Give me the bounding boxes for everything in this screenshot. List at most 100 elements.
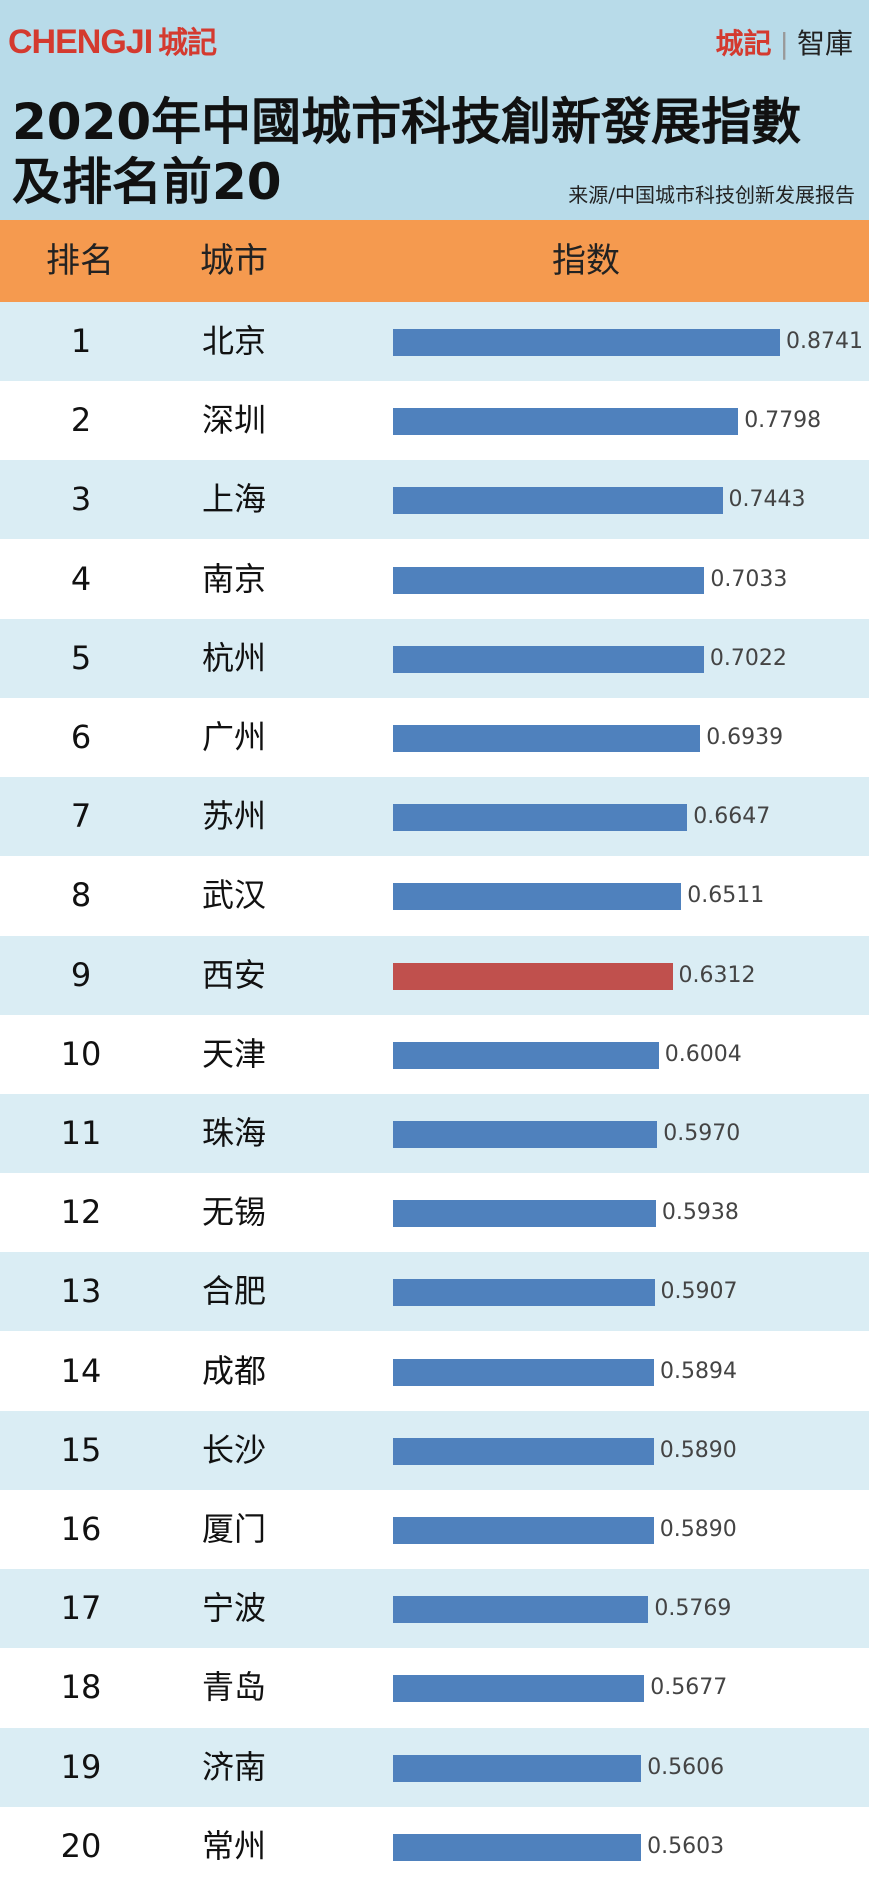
brand-right-red: 城記 bbox=[715, 27, 772, 60]
rank-cell: 5 bbox=[70, 638, 92, 677]
index-bar bbox=[393, 1358, 654, 1386]
column-header: 排名 城市 指数 bbox=[0, 220, 869, 302]
rank-cell: 2 bbox=[70, 401, 92, 440]
table-row: 17 宁波 0.5769 bbox=[0, 1569, 869, 1649]
index-bar bbox=[393, 1596, 649, 1624]
header: CHENGJI 城記 城記 | 智庫 2020年中國城市科技創新發展指數 及排名前20… bbox=[0, 0, 869, 220]
table-row: 7 苏州 0.6647 bbox=[0, 777, 869, 857]
brand-logo-left: CHENGJI 城記 bbox=[8, 22, 217, 62]
table-row: 11 珠海 0.5970 bbox=[0, 1094, 869, 1173]
rank-cell: 9 bbox=[70, 955, 92, 994]
index-bar bbox=[393, 1121, 658, 1148]
city-cell: 杭州 bbox=[202, 638, 267, 677]
rank-cell: 16 bbox=[60, 1510, 102, 1548]
index-bar bbox=[393, 883, 682, 911]
column-header-index: 指数 bbox=[552, 241, 620, 281]
city-cell: 北京 bbox=[202, 322, 267, 360]
table-row: 20 常州 0.5603 bbox=[0, 1807, 869, 1886]
page-title-line2: 及排名前20 bbox=[12, 153, 282, 211]
rank-cell: 4 bbox=[70, 559, 92, 598]
value-label: 0.8741 bbox=[786, 329, 863, 354]
value-label: 0.6511 bbox=[687, 883, 765, 909]
index-bar bbox=[393, 1437, 654, 1465]
rank-cell: 3 bbox=[70, 480, 92, 519]
city-cell: 珠海 bbox=[202, 1114, 267, 1152]
value-label: 0.5907 bbox=[660, 1279, 738, 1305]
table-row: 8 武汉 0.6511 bbox=[0, 856, 869, 935]
city-cell: 西安 bbox=[202, 955, 267, 994]
table-row: 2 深圳 0.7798 bbox=[0, 381, 869, 460]
source-note: 来源/中国城市科技创新发展报告 bbox=[568, 183, 855, 207]
rank-cell: 17 bbox=[60, 1589, 102, 1628]
table-row: 4 南京 0.7033 bbox=[0, 540, 869, 619]
city-cell: 天津 bbox=[202, 1034, 267, 1073]
index-bar bbox=[393, 1833, 642, 1861]
rank-cell: 14 bbox=[60, 1351, 102, 1390]
value-label: 0.5938 bbox=[661, 1200, 739, 1226]
value-label: 0.7798 bbox=[744, 408, 822, 434]
city-cell: 苏州 bbox=[202, 797, 267, 836]
city-cell: 上海 bbox=[202, 480, 267, 519]
value-label: 0.7033 bbox=[710, 566, 788, 592]
table-row: 3 上海 0.7443 bbox=[0, 460, 869, 540]
column-header-rank: 排名 bbox=[46, 241, 114, 281]
table-row: 15 长沙 0.5890 bbox=[0, 1410, 869, 1490]
brand-logo-en: CHENGJI bbox=[8, 23, 153, 61]
table-row: 19 济南 0.5606 bbox=[0, 1727, 869, 1807]
rank-cell: 18 bbox=[60, 1668, 102, 1707]
index-bar bbox=[393, 1041, 659, 1069]
table-row: 12 无锡 0.5938 bbox=[0, 1173, 869, 1252]
index-bar bbox=[393, 1754, 642, 1782]
rank-cell: 10 bbox=[60, 1034, 102, 1073]
rank-cell: 13 bbox=[60, 1272, 102, 1311]
column-header-city: 城市 bbox=[200, 241, 268, 281]
city-cell: 合肥 bbox=[202, 1272, 267, 1311]
city-cell: 广州 bbox=[202, 718, 267, 756]
index-bar bbox=[393, 725, 701, 752]
city-cell: 厦门 bbox=[202, 1510, 267, 1548]
rank-cell: 19 bbox=[60, 1747, 102, 1786]
value-label: 0.6647 bbox=[693, 804, 771, 830]
table-row: 5 杭州 0.7022 bbox=[0, 618, 869, 698]
value-label: 0.5606 bbox=[647, 1754, 725, 1780]
city-cell: 南京 bbox=[202, 559, 267, 598]
index-bar bbox=[393, 1279, 655, 1307]
value-label: 0.5894 bbox=[660, 1358, 737, 1384]
city-cell: 无锡 bbox=[202, 1193, 267, 1232]
table-row: 14 成都 0.5894 bbox=[0, 1332, 869, 1411]
value-label: 0.6312 bbox=[678, 962, 756, 988]
brand-right-separator: | bbox=[779, 27, 789, 60]
table-row: 6 广州 0.6939 bbox=[0, 698, 869, 777]
index-bar bbox=[393, 329, 780, 356]
rank-cell: 12 bbox=[60, 1193, 102, 1232]
index-bar bbox=[393, 645, 704, 673]
rank-cell: 11 bbox=[60, 1114, 102, 1152]
brand-logo-right: 城記 | 智庫 bbox=[716, 24, 853, 64]
index-bar bbox=[393, 1517, 654, 1544]
value-label: 0.5890 bbox=[659, 1437, 737, 1463]
index-bar bbox=[393, 408, 739, 436]
value-label: 0.5603 bbox=[647, 1833, 725, 1859]
index-bar bbox=[393, 487, 723, 515]
city-cell: 青岛 bbox=[202, 1668, 267, 1707]
city-cell: 宁波 bbox=[202, 1589, 267, 1628]
value-label: 0.7022 bbox=[709, 645, 787, 671]
city-cell: 武汉 bbox=[202, 876, 267, 915]
rank-cell: 6 bbox=[70, 718, 92, 756]
value-label: 0.5677 bbox=[650, 1675, 728, 1701]
page-title-line1: 2020年中國城市科技創新發展指數 bbox=[12, 93, 802, 151]
city-cell: 深圳 bbox=[202, 401, 267, 440]
index-bar-highlight bbox=[393, 962, 673, 990]
table-row: 13 合肥 0.5907 bbox=[0, 1252, 869, 1332]
value-label: 0.5890 bbox=[659, 1517, 737, 1542]
brand-logo-cn: 城記 bbox=[158, 27, 217, 60]
city-cell: 常州 bbox=[202, 1826, 267, 1865]
rank-cell: 20 bbox=[60, 1826, 102, 1865]
index-bar bbox=[393, 804, 688, 832]
value-label: 0.7443 bbox=[728, 487, 806, 513]
city-cell: 成都 bbox=[202, 1351, 267, 1390]
index-bar bbox=[393, 1200, 656, 1228]
table-row: 1 北京 0.8741 bbox=[0, 302, 869, 381]
value-label: 0.6939 bbox=[706, 725, 784, 750]
